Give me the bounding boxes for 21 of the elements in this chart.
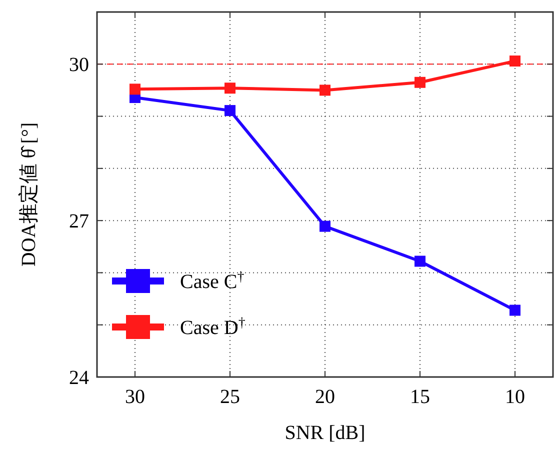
point (130, 84, 140, 95)
point (414, 256, 426, 267)
point (320, 220, 330, 232)
point (414, 76, 426, 88)
y-tick-label: 30 (69, 54, 89, 76)
legend-label: Case D$^{†}$ (180, 316, 246, 339)
y-axis-title: DOA推定値 θ̂ [°] (18, 122, 40, 267)
x-axis-title: SNR [dB] (284, 422, 366, 444)
point (224, 105, 236, 116)
point (510, 304, 520, 316)
y-tick-label: 24 (69, 367, 89, 389)
y-tick-label: 27 (69, 210, 89, 233)
x-tick-label: 20 (315, 386, 335, 408)
x-tick-label: 25 (220, 386, 240, 408)
point (510, 56, 520, 67)
x-tick-label: 30 (125, 386, 145, 408)
point (320, 84, 330, 96)
point (224, 82, 236, 94)
x-tick-label: 10 (505, 386, 525, 408)
legend-label: Case C$^{†}$ (180, 270, 244, 293)
x-tick-label: 15 (410, 386, 430, 408)
